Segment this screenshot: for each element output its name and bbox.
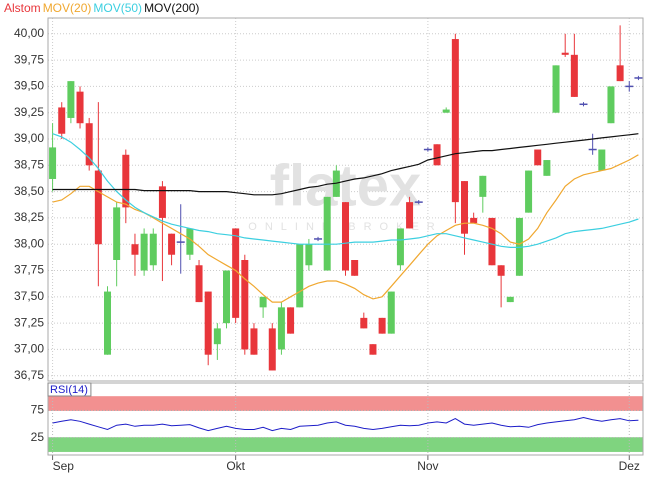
moving-average-line (52, 133, 639, 196)
y-tick-label: 38,50 (14, 184, 44, 198)
candle-body (85, 123, 93, 166)
y-tick-label: 38,00 (14, 236, 44, 250)
candle-body (342, 202, 349, 271)
candle-body (287, 307, 295, 334)
y-tick-label: 25 (31, 430, 45, 444)
y-tick-label: 75 (31, 403, 45, 417)
candle-body (158, 186, 166, 218)
candle-body (122, 154, 130, 208)
watermark-subtitle: ONLINE BROKER (248, 221, 442, 233)
candle-body (305, 244, 313, 266)
candle-body (104, 291, 111, 355)
candle-body (195, 265, 203, 303)
candle-body (223, 270, 230, 324)
candle-body (149, 233, 157, 266)
candle-body (131, 244, 139, 255)
x-tick-label: Nov (417, 459, 438, 473)
x-tick-label: Okt (226, 459, 245, 473)
candle-body (451, 39, 459, 203)
candle-body (433, 144, 441, 166)
candle-body (552, 65, 560, 113)
rsi-title-box (47, 382, 92, 397)
candle-body (296, 244, 304, 308)
panel-frame (47, 382, 644, 456)
candle-body (241, 260, 249, 350)
legend-entry: MOV(50) (93, 1, 142, 15)
candle-body (360, 317, 368, 329)
moving-average-line (52, 133, 639, 248)
candle-body (525, 170, 533, 213)
legend-entry: MOV(200) (144, 1, 199, 15)
candle-body (140, 233, 148, 271)
candle-body (250, 328, 258, 355)
x-tick-label: Sep (53, 459, 75, 473)
candle-body (488, 217, 496, 266)
panel-frame (47, 17, 644, 382)
y-tick-label: 38,25 (14, 210, 44, 224)
candle-body (113, 207, 121, 260)
candle-body (442, 109, 450, 113)
x-tick-label: Dez (619, 459, 640, 473)
candle-body (351, 260, 359, 276)
y-tick-label: 37,75 (14, 263, 44, 277)
candle-body (277, 307, 285, 350)
candle-body (607, 86, 615, 124)
candle-body (94, 170, 102, 245)
candle-body (168, 233, 176, 255)
candle-body (387, 291, 395, 334)
y-tick-label: 39,00 (14, 131, 44, 145)
moving-average-line (52, 154, 639, 303)
y-tick-label: 37,25 (14, 315, 44, 329)
rsi-band (47, 437, 644, 452)
candle-body (406, 202, 414, 229)
candle-body (479, 175, 487, 197)
candle-body (49, 147, 57, 179)
y-tick-label: 40,00 (14, 26, 44, 40)
candle-body (232, 228, 240, 318)
y-tick-label: 36,75 (14, 368, 44, 382)
candle-body (561, 52, 569, 55)
y-tick-label: 39,50 (14, 79, 44, 93)
candle-body (76, 91, 84, 124)
candle-body (470, 217, 478, 224)
candle-body (259, 296, 267, 308)
candle-body (497, 265, 505, 276)
candle-body (213, 328, 221, 345)
candle-body (543, 160, 551, 176)
y-tick-label: 38,75 (14, 157, 44, 171)
legend-entry: Alstom (4, 1, 41, 15)
candle-body (506, 296, 514, 303)
candle-body (186, 228, 194, 255)
panel-frame (47, 17, 644, 382)
y-tick-label: 37,50 (14, 289, 44, 303)
candle-body (378, 317, 386, 334)
y-tick-label: 37,00 (14, 342, 44, 356)
legend-entry: MOV(20) (43, 1, 92, 15)
rsi-line (52, 416, 639, 432)
candle-body (369, 344, 377, 355)
y-tick-label: 39,25 (14, 105, 44, 119)
candle-body (570, 54, 578, 97)
candle-body (323, 196, 331, 271)
rsi-band (47, 396, 644, 411)
y-tick-label: 39,75 (14, 52, 44, 66)
candle-body (58, 107, 66, 134)
candle-body (204, 291, 212, 355)
candle-body (461, 181, 468, 234)
rsi-title: RSI(14) (50, 384, 88, 396)
candle-body (534, 149, 542, 166)
candle-body (396, 228, 404, 266)
candle-body (268, 328, 276, 371)
candle-body (598, 149, 606, 171)
candle-body (67, 81, 75, 118)
candle-body (616, 65, 624, 82)
